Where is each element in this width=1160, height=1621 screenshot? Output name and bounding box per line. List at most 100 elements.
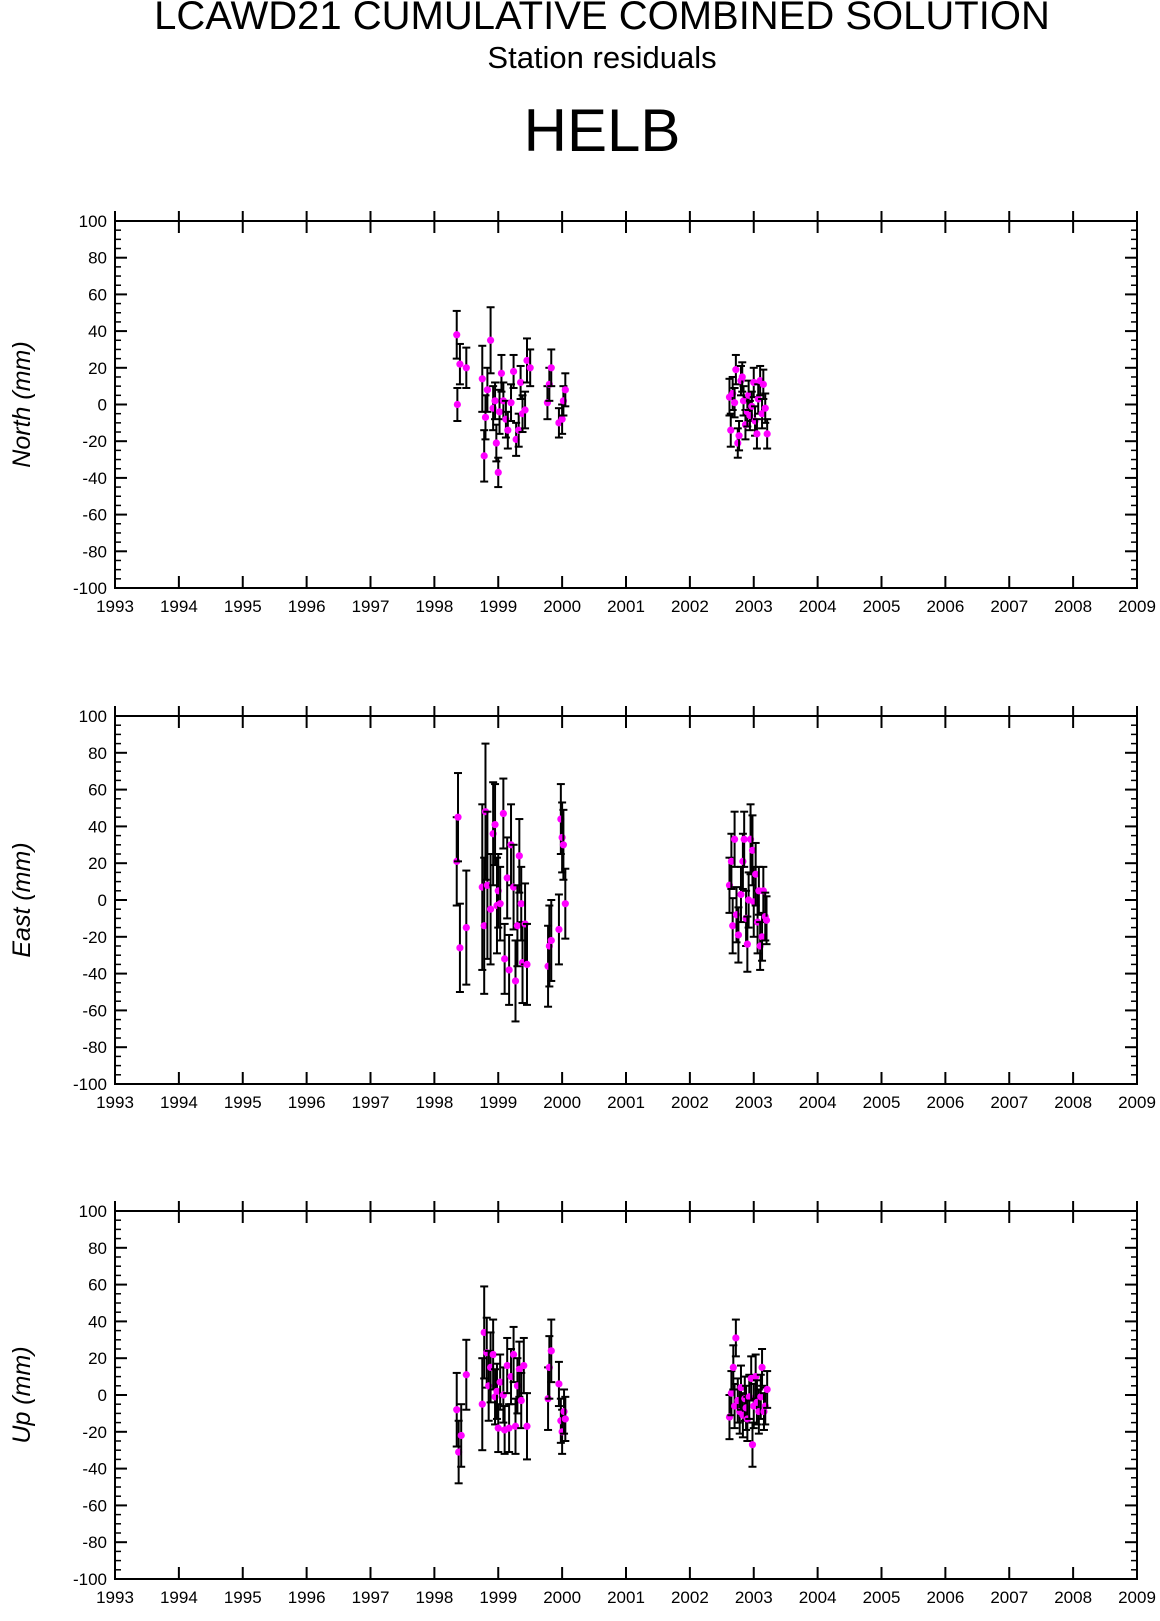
east-data-point (523, 960, 531, 969)
up-y-tick-label: -20 (82, 1423, 107, 1442)
north-data-point (453, 331, 461, 339)
north-y-tick-label: -80 (82, 542, 107, 561)
north-y-tick-label: 20 (88, 359, 107, 378)
north-data-point (558, 415, 566, 423)
north-data-point (735, 432, 743, 440)
up-x-tick-label: 1995 (224, 1588, 262, 1607)
east-data-point (503, 874, 511, 882)
up-x-tick-label: 2005 (863, 1588, 901, 1607)
up-data-point (509, 1350, 518, 1359)
north-data-point (509, 367, 518, 376)
up-data-point (462, 1371, 470, 1379)
up-x-tick-label: 2001 (607, 1588, 645, 1607)
east-data-point (511, 977, 520, 985)
east-data-point (758, 933, 766, 941)
north-x-tick-label: 2005 (863, 597, 901, 616)
east-data-point (547, 936, 555, 945)
up-data-point (478, 1400, 486, 1408)
east-data-point (739, 857, 747, 865)
north-data-point (517, 378, 525, 387)
up-x-tick-label: 2008 (1054, 1588, 1092, 1607)
up-data-point (729, 1363, 737, 1371)
north-x-tick-label: 2007 (990, 597, 1028, 616)
east-data-point (558, 833, 566, 842)
up-x-tick-label: 2000 (543, 1588, 581, 1607)
east-data-point (762, 916, 771, 924)
up-x-tick-label: 1993 (96, 1588, 134, 1607)
east-x-tick-label: 1998 (415, 1093, 453, 1112)
east-data-point (454, 813, 462, 821)
east-x-tick-label: 2002 (671, 1093, 709, 1112)
east-y-tick-label: 80 (88, 744, 107, 763)
north-data-point (456, 360, 464, 368)
north-x-tick-label: 2004 (799, 597, 837, 616)
east-data-point (748, 846, 757, 854)
east-data-point (486, 905, 495, 913)
east-plot-frame (114, 715, 1138, 1085)
north-x-tick-label: 1996 (288, 597, 326, 616)
up-plot-frame (114, 1210, 1138, 1580)
up-data-point (555, 1380, 563, 1388)
north-y-tick-label: 40 (88, 322, 107, 341)
east-y-tick-label: -100 (73, 1075, 107, 1094)
up-data-point (547, 1347, 555, 1355)
east-y-tick-label: 40 (88, 817, 107, 836)
up-y-tick-label: 80 (88, 1239, 107, 1258)
north-x-tick-label: 2001 (607, 597, 645, 616)
north-data-point (480, 452, 488, 460)
east-data-point (462, 924, 470, 932)
east-x-tick-label: 1997 (352, 1093, 390, 1112)
north-x-tick-label: 1997 (352, 597, 390, 616)
north-data-point (734, 439, 742, 447)
up-x-tick-label: 2003 (735, 1588, 773, 1607)
north-data-point (453, 400, 461, 409)
east-data-point (496, 900, 504, 908)
north-data-point (486, 336, 495, 344)
east-data-point (499, 809, 507, 818)
up-data-point (561, 1415, 569, 1423)
up-x-tick-label: 1998 (415, 1588, 453, 1607)
up-x-tick-label: 2007 (990, 1588, 1028, 1607)
north-x-tick-label: 2009 (1118, 597, 1156, 616)
east-data-point (505, 966, 513, 974)
east-x-tick-label: 2009 (1118, 1093, 1156, 1112)
up-data-point (489, 1350, 497, 1359)
north-y-tick-label: 60 (88, 285, 107, 304)
up-y-axis-label: Up (mm) (8, 1346, 36, 1443)
east-data-point (737, 890, 745, 899)
east-y-tick-label: -20 (82, 928, 107, 947)
up-data-point (727, 1389, 735, 1397)
north-data-point (491, 397, 499, 405)
north-data-point (753, 430, 761, 438)
up-data-point (505, 1424, 513, 1432)
up-data-point (494, 1424, 502, 1432)
up-data-point (520, 1361, 528, 1370)
east-y-tick-label: 20 (88, 854, 107, 873)
east-x-tick-label: 1994 (160, 1093, 198, 1112)
east-y-tick-label: -60 (82, 1001, 107, 1020)
east-data-point (730, 835, 739, 843)
east-x-tick-label: 1995 (224, 1093, 262, 1112)
north-data-point (763, 430, 771, 438)
up-x-tick-label: 2004 (799, 1588, 837, 1607)
east-data-point (480, 922, 488, 930)
north-data-point (494, 468, 502, 476)
north-x-tick-label: 1994 (160, 597, 198, 616)
north-y-tick-label: -40 (82, 469, 107, 488)
east-y-axis-label: East (mm) (8, 842, 36, 957)
east-y-tick-label: 0 (98, 891, 107, 910)
station-name: HELB (523, 97, 681, 164)
up-y-tick-label: -60 (82, 1496, 107, 1515)
north-x-tick-label: 1998 (415, 597, 453, 616)
north-data-point (730, 399, 739, 407)
north-data-point (732, 366, 740, 374)
north-data-point (761, 404, 769, 412)
east-x-tick-label: 2008 (1054, 1093, 1092, 1112)
north-x-tick-label: 2006 (926, 597, 964, 616)
north-x-tick-label: 2008 (1054, 597, 1092, 616)
up-x-tick-label: 2009 (1118, 1588, 1156, 1607)
east-data-point (559, 841, 568, 849)
up-data-point (757, 1393, 765, 1401)
east-data-point (561, 900, 569, 908)
